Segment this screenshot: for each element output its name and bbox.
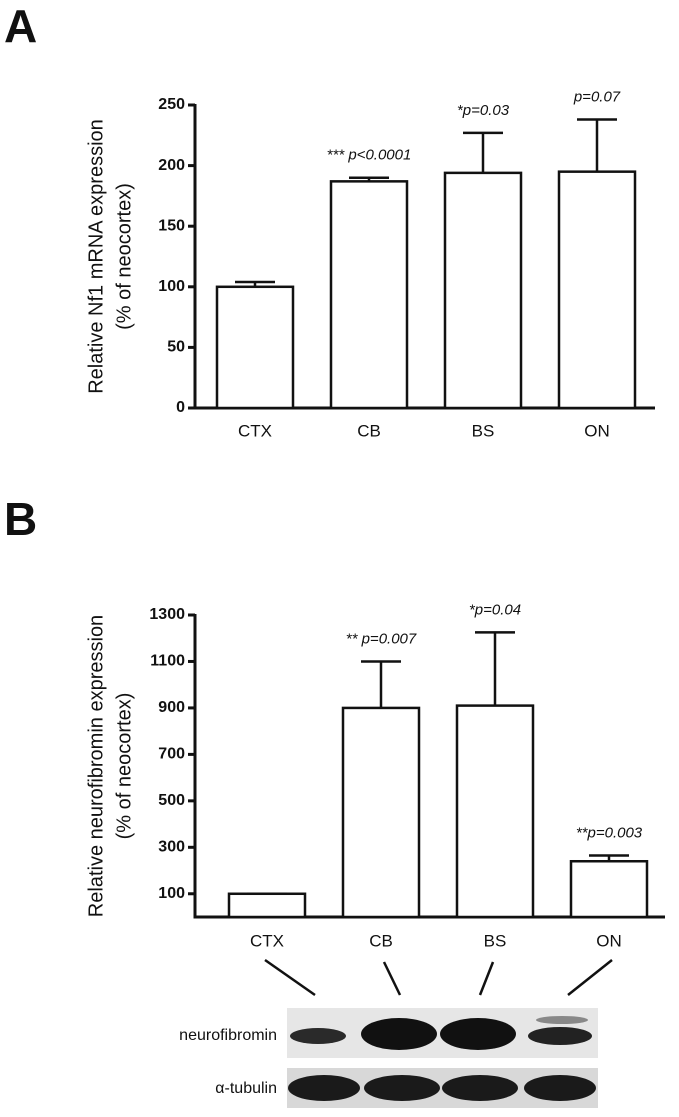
connectors xyxy=(264,958,613,997)
connector xyxy=(264,958,316,997)
band xyxy=(442,1075,518,1101)
bar xyxy=(329,180,409,410)
y-tick-label: 300 xyxy=(158,839,185,856)
annotation: *p=0.04 xyxy=(469,601,521,618)
y-tick-label: 50 xyxy=(167,339,185,356)
x-tick-label: ON xyxy=(596,931,622,950)
panel-label: B xyxy=(4,493,37,545)
panel-label: A xyxy=(4,0,37,52)
y-tick-label: 1300 xyxy=(149,606,185,623)
y-tick-label: 0 xyxy=(176,399,185,416)
band xyxy=(364,1075,440,1101)
y-axis-label: (% of neocortex) xyxy=(113,693,135,840)
y-axis-label: Relative Nf1 mRNA expression xyxy=(85,119,107,394)
y-axis-label: (% of neocortex) xyxy=(113,183,135,330)
blot-label: neurofibromin xyxy=(179,1027,277,1044)
y-tick-label: 200 xyxy=(158,157,185,174)
y-tick-label: 1100 xyxy=(150,653,185,670)
annotation: *p=0.03 xyxy=(457,102,510,119)
band xyxy=(536,1016,588,1024)
bar xyxy=(455,704,535,919)
y-tick-label: 100 xyxy=(158,278,185,295)
y-tick-label: 500 xyxy=(158,792,185,809)
band xyxy=(290,1028,346,1044)
blot xyxy=(287,1008,598,1108)
bar xyxy=(443,171,523,410)
band xyxy=(288,1075,360,1101)
y-tick-label: 900 xyxy=(158,699,185,716)
bar xyxy=(215,285,295,410)
bar xyxy=(557,170,637,410)
bar xyxy=(569,859,649,919)
band xyxy=(440,1018,516,1050)
connector xyxy=(478,961,495,996)
annotation: *** p<0.0001 xyxy=(327,147,412,164)
y-tick-label: 250 xyxy=(158,96,185,113)
y-axis-label: Relative neurofibromin expression xyxy=(85,615,107,917)
bar xyxy=(227,892,307,919)
x-tick-label: BS xyxy=(472,421,495,440)
x-tick-label: BS xyxy=(484,931,507,950)
band xyxy=(361,1018,437,1050)
x-tick-label: CTX xyxy=(238,421,272,440)
x-tick-label: CTX xyxy=(250,931,284,950)
annotation: p=0.07 xyxy=(573,89,621,106)
connector xyxy=(382,961,402,996)
y-tick-label: 150 xyxy=(158,217,185,234)
blot-label: α-tubulin xyxy=(215,1080,277,1097)
annotation: **p=0.003 xyxy=(576,824,643,841)
connector xyxy=(567,959,613,996)
bar xyxy=(341,706,421,919)
band xyxy=(524,1075,596,1101)
x-tick-label: ON xyxy=(584,421,610,440)
x-tick-label: CB xyxy=(369,931,393,950)
y-tick-label: 700 xyxy=(158,746,185,763)
y-tick-label: 100 xyxy=(158,885,185,902)
x-tick-label: CB xyxy=(357,421,381,440)
band xyxy=(528,1027,592,1045)
annotation: ** p=0.007 xyxy=(346,630,417,647)
